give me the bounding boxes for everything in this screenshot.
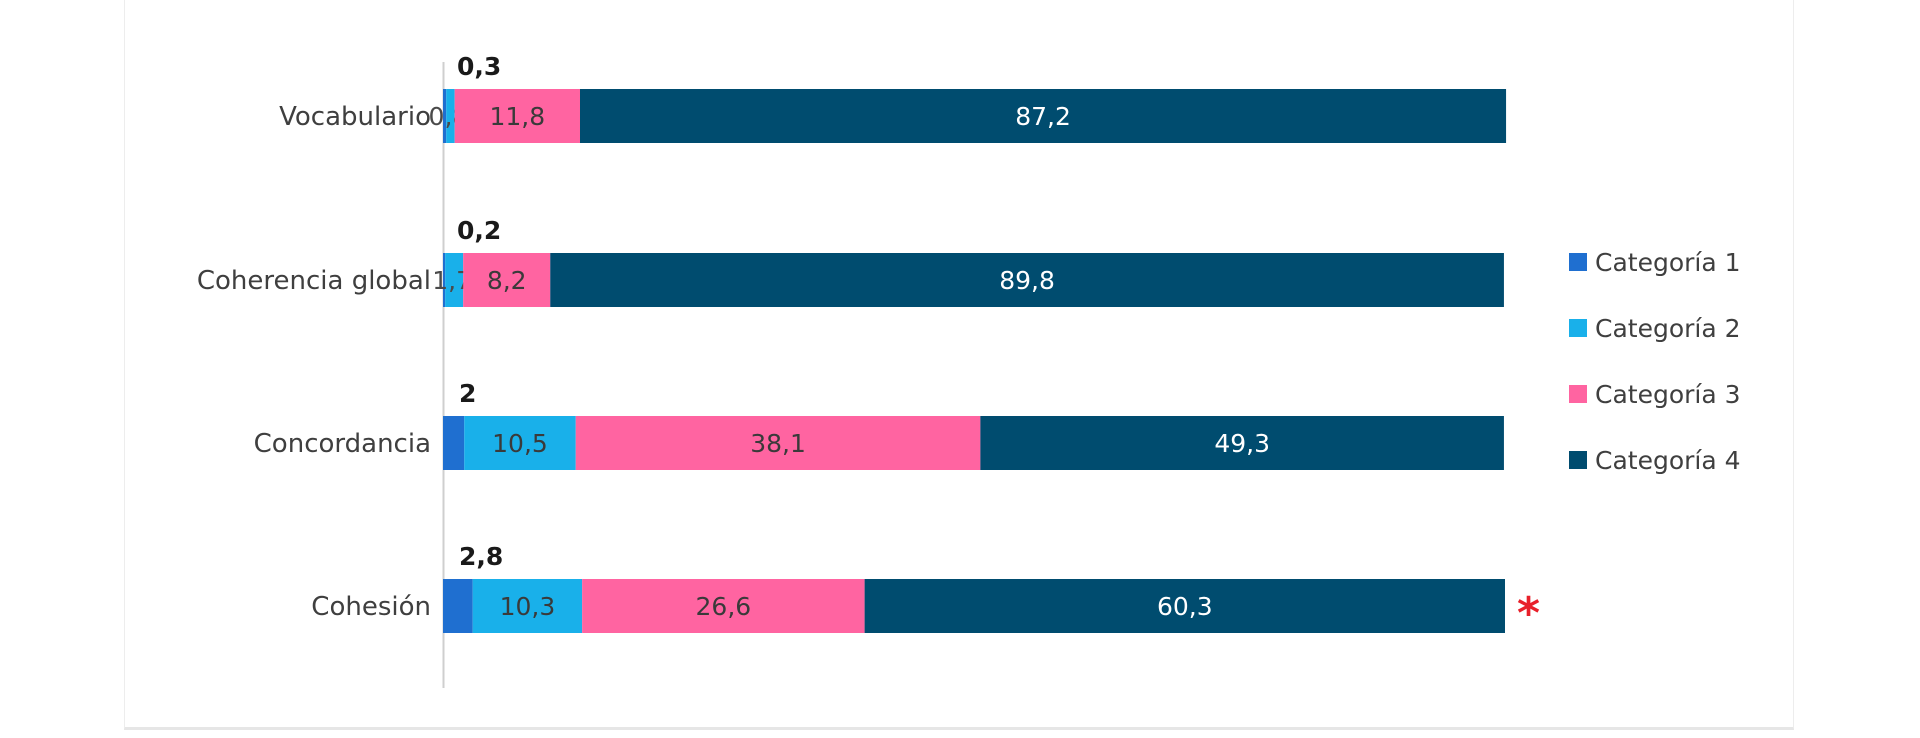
annotation-asterisk: *: [1517, 588, 1540, 639]
bar-segment: [980, 416, 1504, 470]
legend-swatch: [1569, 319, 1587, 337]
bar-segment: [446, 89, 455, 143]
bar-segment: [472, 579, 583, 633]
bar-segment: [579, 89, 1507, 143]
legend-label: Categoría 2: [1595, 314, 1741, 343]
data-label: 87,2: [1015, 102, 1071, 131]
bar-segment: [582, 579, 865, 633]
legend-label: Categoría 3: [1595, 380, 1741, 409]
legend-swatch: [1569, 385, 1587, 403]
data-label: 0,2: [457, 216, 501, 245]
bar-segment: [443, 416, 465, 470]
bar-segment: [463, 253, 551, 307]
data-label: 60,3: [1157, 592, 1213, 621]
bar-segment: [443, 89, 447, 143]
bar-segment: [445, 253, 464, 307]
bar-segment: [443, 253, 446, 307]
data-label: 89,8: [999, 266, 1055, 295]
bar-segment: [464, 416, 576, 470]
data-label: 11,8: [490, 102, 546, 131]
legend-label: Categoría 1: [1595, 248, 1741, 277]
bar-segment: [864, 579, 1505, 633]
legend-label: Categoría 4: [1595, 446, 1741, 475]
data-label: 49,3: [1214, 429, 1270, 458]
data-label: 8,2: [487, 266, 527, 295]
category-label: Concordancia: [254, 429, 431, 459]
category-label: Coherencia global: [197, 266, 431, 296]
data-label: 2,8: [459, 542, 503, 571]
data-label: 10,5: [492, 429, 548, 458]
category-label: Cohesión: [311, 592, 431, 622]
legend-swatch: [1569, 253, 1587, 271]
category-label: Vocabulario: [279, 102, 431, 132]
data-label: 26,6: [696, 592, 752, 621]
bar-segment: [443, 579, 473, 633]
bar-segment: [575, 416, 981, 470]
data-label: 0,3: [457, 52, 501, 81]
data-label: 38,1: [750, 429, 806, 458]
chart-panel: Vocabulario 0,3 0,8 11,8 87,2 Coherencia glob…: [124, 0, 1794, 730]
legend-swatch: [1569, 451, 1587, 469]
bar-segment: [550, 253, 1504, 307]
data-label: 2: [459, 379, 476, 408]
bar-segment: [454, 89, 580, 143]
data-label: 10,3: [500, 592, 556, 621]
